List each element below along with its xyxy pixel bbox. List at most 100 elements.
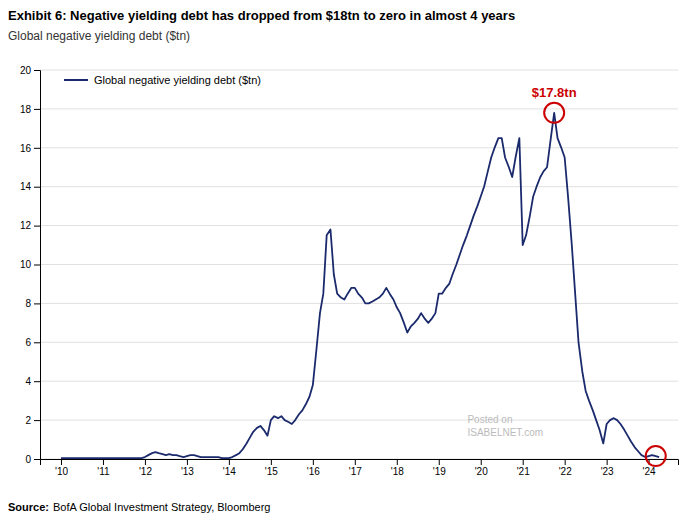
y-tick-mark xyxy=(34,226,40,227)
y-tick-label: 20 xyxy=(20,65,32,76)
x-tick: '15 xyxy=(265,459,278,477)
x-tick-mark xyxy=(61,459,62,465)
source-text: BofA Global Investment Strategy, Bloombe… xyxy=(53,501,270,513)
x-axis-line xyxy=(41,460,679,466)
y-tick: 4 xyxy=(25,376,40,387)
x-tick-mark xyxy=(229,459,230,465)
x-tick: '18 xyxy=(391,459,404,477)
y-tick-label: 6 xyxy=(25,337,31,348)
series-line xyxy=(61,113,659,458)
x-tick: '24 xyxy=(643,459,656,477)
source: Source: BofA Global Investment Strategy, … xyxy=(8,501,270,513)
x-tick-label: '20 xyxy=(475,466,488,477)
x-tick: '10 xyxy=(55,459,68,477)
y-tick-mark xyxy=(34,420,40,421)
grid-line xyxy=(40,303,678,304)
x-tick: '21 xyxy=(517,459,530,477)
annotation: $17.8tn xyxy=(532,85,577,100)
x-tick-label: '15 xyxy=(265,466,278,477)
y-tick-mark xyxy=(34,303,40,304)
x-tick-label: '23 xyxy=(601,466,614,477)
y-tick-label: 16 xyxy=(20,143,32,154)
x-tick-label: '12 xyxy=(139,466,152,477)
y-tick-label: 0 xyxy=(25,454,31,465)
y-tick: 20 xyxy=(20,65,40,76)
y-tick: 10 xyxy=(20,259,40,270)
x-tick-mark xyxy=(103,459,104,465)
watermark: Posted onISABELNET.com xyxy=(467,414,543,438)
x-tick: '22 xyxy=(559,459,572,477)
y-axis: 0 2 4 6 8 10 12 14 16 18 20 xyxy=(20,65,41,465)
grid-line xyxy=(40,381,678,382)
x-tick-mark xyxy=(313,459,314,465)
y-tick-mark xyxy=(34,70,40,71)
y-tick-label: 4 xyxy=(25,376,31,387)
x-tick-label: '18 xyxy=(391,466,404,477)
x-tick: '16 xyxy=(307,459,320,477)
x-tick-mark xyxy=(565,459,566,465)
grid-line xyxy=(40,108,678,109)
grid-line xyxy=(40,264,678,265)
plot: '10 '11 '12 '13 '14 '15 '16 '17 '18 '19 '20 '21 '22 '… xyxy=(20,65,679,477)
y-axis-line xyxy=(34,71,41,460)
y-tick-mark xyxy=(34,187,40,188)
x-tick: '19 xyxy=(433,459,446,477)
grid-line xyxy=(40,147,678,148)
y-tick-label: 14 xyxy=(20,181,32,192)
legend-swatch xyxy=(64,79,88,81)
y-tick-label: 10 xyxy=(20,259,32,270)
x-tick: '20 xyxy=(475,459,488,477)
x-tick-label: '17 xyxy=(349,466,362,477)
y-tick: 14 xyxy=(20,181,40,192)
y-tick: 0 xyxy=(25,454,40,465)
y-tick-mark xyxy=(34,459,40,460)
grid-line xyxy=(40,186,678,187)
x-tick-label: '21 xyxy=(517,466,530,477)
marks xyxy=(61,113,659,458)
legend-item: Global negative yielding debt ($tn) xyxy=(64,74,261,86)
y-tick-mark xyxy=(34,109,40,110)
legend-label: Global negative yielding debt ($tn) xyxy=(94,74,261,86)
y-tick-mark xyxy=(34,381,40,382)
grid-line xyxy=(40,420,678,421)
y-tick-mark xyxy=(34,342,40,343)
y-tick: 16 xyxy=(20,143,40,154)
y-tick: 8 xyxy=(25,298,40,309)
x-tick: '23 xyxy=(601,459,614,477)
watermark-line: Posted on xyxy=(467,414,512,425)
x-tick: '12 xyxy=(139,459,152,477)
y-tick: 12 xyxy=(20,220,40,231)
y-tick-label: 18 xyxy=(20,104,32,115)
x-tick-mark xyxy=(355,459,356,465)
y-tick: 2 xyxy=(25,415,40,426)
x-tick-mark xyxy=(187,459,188,465)
y-tick-mark xyxy=(34,148,40,149)
legend: Global negative yielding debt ($tn) xyxy=(64,74,261,86)
highlights xyxy=(544,103,666,466)
y-tick-label: 12 xyxy=(20,220,32,231)
grid xyxy=(40,70,678,459)
x-tick-mark xyxy=(271,459,272,465)
x-tick-label: '14 xyxy=(223,466,236,477)
y-tick-mark xyxy=(34,265,40,266)
x-tick-mark xyxy=(481,459,482,465)
x-axis: '10 '11 '12 '13 '14 '15 '16 '17 '18 '19 '20 '21 '22 '… xyxy=(41,459,679,477)
x-tick-label: '13 xyxy=(181,466,194,477)
subtitle: Global negative yielding debt ($tn) xyxy=(8,29,190,43)
x-tick-label: '10 xyxy=(55,466,68,477)
x-tick: '17 xyxy=(349,459,362,477)
highlight-circle xyxy=(544,103,564,123)
grid-line xyxy=(40,225,678,226)
x-tick-label: '11 xyxy=(97,466,110,477)
y-tick: 18 xyxy=(20,104,40,115)
x-tick-mark xyxy=(397,459,398,465)
y-tick-label: 8 xyxy=(25,298,31,309)
source-label: Source: xyxy=(8,501,49,513)
annotations: $17.8tn xyxy=(532,85,577,100)
grid-line xyxy=(40,70,678,71)
x-tick: '11 xyxy=(97,459,110,477)
x-tick-mark xyxy=(145,459,146,465)
x-tick-mark xyxy=(607,459,608,465)
x-tick-label: '19 xyxy=(433,466,446,477)
chart-svg: Exhibit 6: Negative yielding debt has dr… xyxy=(0,0,700,521)
